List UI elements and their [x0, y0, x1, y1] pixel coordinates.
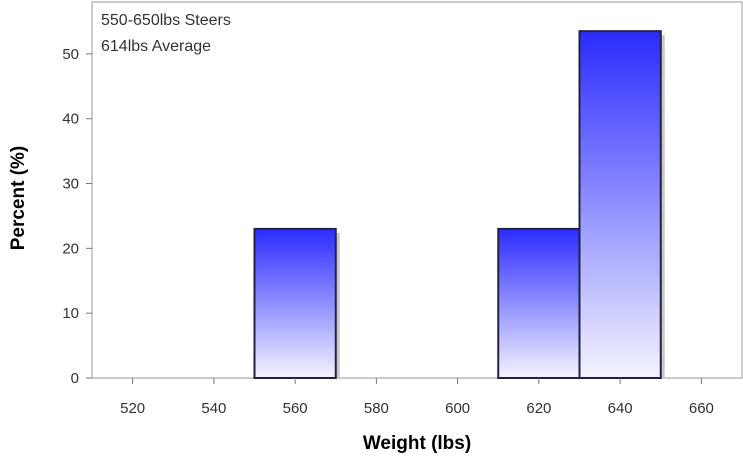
x-tick-label: 580 [364, 400, 389, 417]
x-tick-label: 540 [201, 400, 226, 417]
x-axis-title: Weight (lbs) [363, 433, 471, 454]
x-tick-label: 660 [689, 400, 714, 417]
inset-line-2: 614lbs Average [101, 38, 211, 55]
x-tick-label: 600 [445, 400, 470, 417]
x-tick-label: 620 [526, 400, 551, 417]
y-axis-title: Percent (%) [8, 146, 29, 251]
x-axis: 520 540 560 580 600 620 640 660 [120, 378, 714, 417]
y-tick-label: 30 [62, 176, 79, 193]
bars-group [253, 30, 665, 379]
inset-line-1: 550-650lbs Steers [101, 12, 231, 29]
histogram-bar-560 [253, 227, 337, 379]
y-tick-label: 50 [62, 46, 79, 63]
histogram-bar-620 [497, 227, 581, 379]
histogram-bar-640 [578, 30, 662, 379]
x-tick-label: 520 [120, 400, 145, 417]
y-tick-label: 40 [62, 111, 79, 128]
x-tick-label: 640 [608, 400, 633, 417]
y-tick-label: 10 [62, 305, 79, 322]
y-tick-label: 0 [71, 370, 79, 387]
x-tick-label: 560 [283, 400, 308, 417]
y-axis: 0 10 20 30 40 50 [62, 46, 92, 387]
y-tick-label: 20 [62, 240, 79, 257]
